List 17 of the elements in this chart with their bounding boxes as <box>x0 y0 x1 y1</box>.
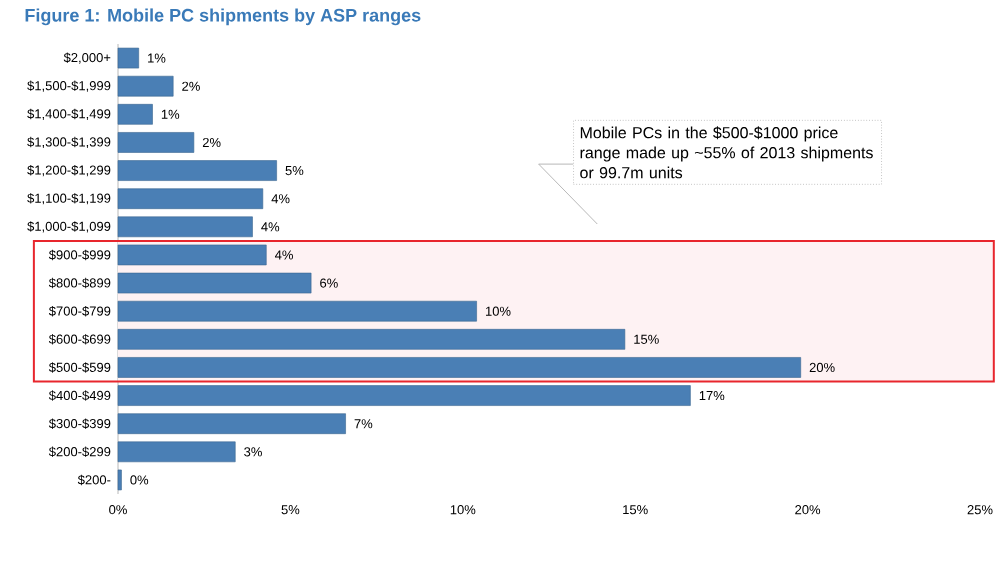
bar <box>117 160 277 181</box>
bar <box>117 300 477 322</box>
bar <box>117 47 139 69</box>
bar <box>117 272 312 294</box>
bar <box>117 188 264 209</box>
bar <box>117 104 153 125</box>
bar <box>117 75 174 97</box>
bar <box>117 244 267 266</box>
bar <box>117 441 236 463</box>
band-label: Mobile PCs in the $500-$1000 price range made up ~55% of 2013 shipments or 99.7m units <box>580 126 873 179</box>
bar <box>117 216 253 238</box>
bar <box>117 413 346 434</box>
bar <box>117 385 691 406</box>
bar <box>117 132 195 153</box>
chart-title: Figure 1: Mobile PC shipments by ASP ranges <box>25 8 421 26</box>
bar <box>117 357 802 378</box>
bar <box>117 329 626 350</box>
